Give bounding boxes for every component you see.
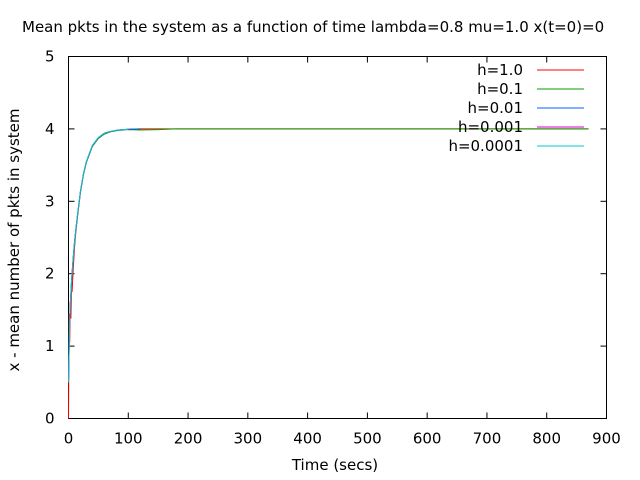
x-tick-label: 0: [64, 430, 74, 448]
series-lines: [68, 128, 589, 419]
x-tick-label: 900: [592, 430, 621, 448]
x-tick-label: 400: [293, 430, 322, 448]
y-tick-label: 3: [45, 192, 55, 210]
series-line-0: [68, 128, 589, 419]
y-tick-label: 0: [45, 410, 55, 428]
x-axis-ticks: 0 100 200 300 400 500 600 700 800 900: [64, 56, 621, 448]
series-line-4: [68, 128, 129, 383]
x-tick-label: 200: [174, 430, 203, 448]
legend-label: h=0.0001: [448, 137, 523, 155]
legend-label: h=0.001: [458, 118, 523, 136]
series-line-3: [68, 128, 129, 383]
x-axis-label: Time (secs): [291, 456, 378, 474]
series-line-2: [68, 128, 141, 383]
y-tick-label: 1: [45, 337, 55, 355]
series-line-1: [68, 128, 589, 383]
y-axis-label: x - mean number of pkts in system: [5, 108, 23, 371]
chart-title: Mean pkts in the system as a function of…: [22, 18, 604, 36]
legend-label: h=0.1: [477, 80, 523, 98]
y-axis-ticks: 0 1 2 3 4 5: [45, 48, 607, 428]
x-tick-label: 800: [532, 430, 561, 448]
x-tick-label: 100: [114, 430, 143, 448]
y-tick-label: 4: [45, 120, 55, 138]
x-tick-label: 600: [413, 430, 442, 448]
plot-frame: [68, 56, 607, 419]
x-tick-label: 300: [234, 430, 263, 448]
y-tick-label: 2: [45, 265, 55, 283]
legend-label: h=0.01: [468, 99, 523, 117]
x-tick-label: 700: [473, 430, 502, 448]
y-tick-label: 5: [45, 48, 55, 66]
x-tick-label: 500: [353, 430, 382, 448]
legend-label: h=1.0: [477, 61, 523, 79]
